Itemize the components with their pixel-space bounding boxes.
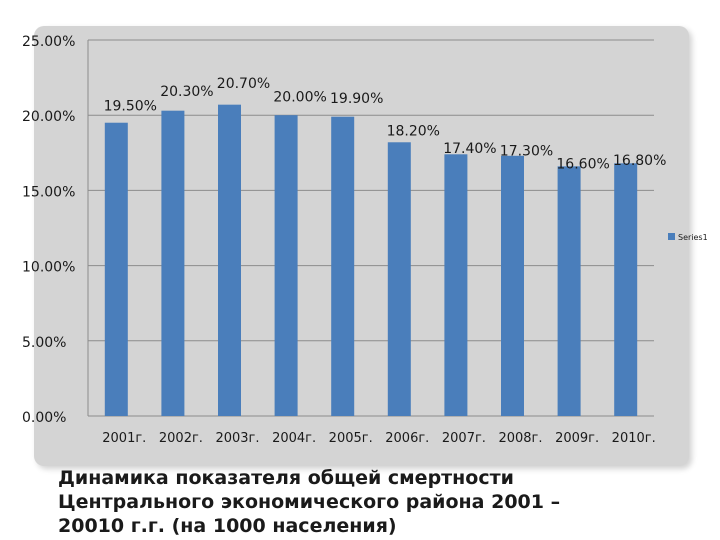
x-tick-label: 2010г. — [612, 431, 656, 446]
y-tick-label: 25.00% — [22, 34, 75, 50]
y-tick-label: 0.00% — [22, 410, 66, 426]
bar — [218, 104, 241, 416]
bar — [274, 115, 298, 416]
x-tick-label: 2005г. — [329, 431, 373, 446]
x-tick-label: 2008г. — [498, 431, 542, 446]
data-label: 20.00% — [273, 89, 326, 105]
x-tick-label: 2002г. — [159, 431, 203, 446]
data-label: 20.70% — [217, 76, 270, 92]
data-label: 19.50% — [104, 99, 157, 115]
data-label: 17.40% — [443, 141, 496, 157]
data-label: 19.90% — [330, 91, 383, 107]
chart-caption: Динамика показателя общей смертности Цен… — [58, 467, 561, 537]
bar — [331, 116, 355, 416]
x-tick-label: 2004г. — [272, 431, 316, 446]
y-tick-label: 5.00% — [22, 335, 66, 351]
bar — [614, 163, 638, 416]
data-label: 18.20% — [387, 124, 440, 140]
x-tick-label: 2001г. — [102, 431, 146, 446]
bar — [161, 110, 185, 417]
data-label: 16.80% — [613, 153, 666, 169]
data-label: 20.30% — [160, 84, 213, 100]
data-label: 16.60% — [556, 157, 609, 173]
x-tick-label: 2009г. — [555, 431, 599, 446]
x-tick-label: 2006г. — [385, 431, 429, 446]
y-tick-label: 15.00% — [22, 184, 75, 200]
y-tick-label: 10.00% — [22, 260, 75, 276]
legend-swatch — [668, 233, 675, 240]
x-tick-label: 2007г. — [442, 431, 486, 446]
bar — [387, 142, 411, 416]
x-tick-label: 2003г. — [215, 431, 259, 446]
bar — [444, 154, 468, 416]
data-label: 17.30% — [500, 144, 553, 160]
y-tick-label: 20.00% — [22, 109, 75, 125]
legend-label: Series1 — [678, 233, 708, 242]
bar — [557, 166, 581, 416]
bar — [501, 155, 524, 417]
bar — [104, 122, 128, 416]
